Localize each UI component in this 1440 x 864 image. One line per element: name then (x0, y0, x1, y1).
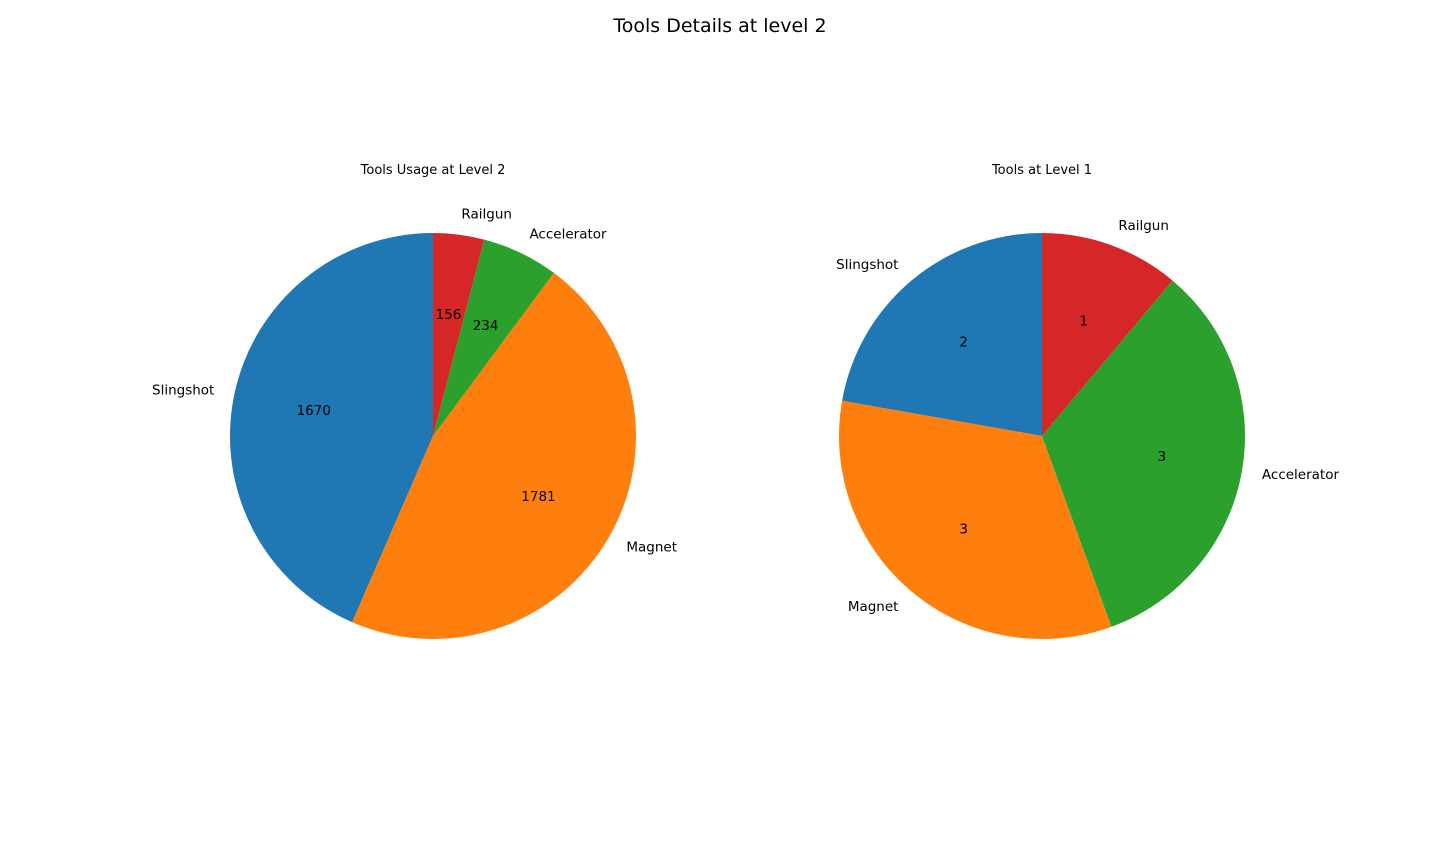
pie-label-magnet: Magnet (848, 599, 899, 615)
pie-slice-railgun (433, 233, 485, 436)
pie-slice-magnet (352, 272, 636, 639)
pie-label-accelerator: Accelerator (1262, 467, 1340, 483)
pie-title-tools-usage-level-2: Tools Usage at Level 2 (360, 163, 506, 178)
pie-value-label-accelerator: 234 (473, 318, 499, 334)
pie-value-label-railgun: 1 (1079, 314, 1088, 330)
pie-label-accelerator: Accelerator (529, 227, 607, 243)
pie-value-label-magnet: 1781 (521, 489, 555, 505)
pie-label-slingshot: Slingshot (152, 383, 214, 399)
pie-slice-railgun (1042, 232, 1173, 436)
pie-slice-magnet (838, 400, 1112, 640)
pie-value-label-slingshot: 2 (959, 335, 968, 351)
pie-title-tools-level-1: Tools at Level 1 (991, 163, 1092, 178)
pie-label-railgun: Railgun (1118, 218, 1169, 234)
pie-label-railgun: Railgun (461, 207, 512, 223)
pie-slice-accelerator (433, 239, 554, 436)
pie-value-label-accelerator: 3 (1158, 449, 1167, 465)
pie-slice-accelerator (1042, 280, 1246, 627)
pie-value-label-magnet: 3 (959, 521, 968, 537)
pie-value-label-railgun: 156 (436, 307, 462, 323)
pie-slice-slingshot (230, 233, 433, 623)
pie-value-label-slingshot: 1670 (297, 403, 331, 419)
pie-chart-tools-level-1: Tools at Level 1 Slingshot 2 Magnet 3 Accele… (836, 163, 1340, 640)
pie-label-slingshot: Slingshot (836, 257, 898, 273)
pie-slice-slingshot (842, 232, 1042, 436)
figure-suptitle: Tools Details at level 2 (612, 15, 826, 37)
pie-chart-tools-usage-level-2: Tools Usage at Level 2 Slingshot 1670 Magn… (152, 163, 677, 639)
pie-label-magnet: Magnet (626, 540, 677, 556)
